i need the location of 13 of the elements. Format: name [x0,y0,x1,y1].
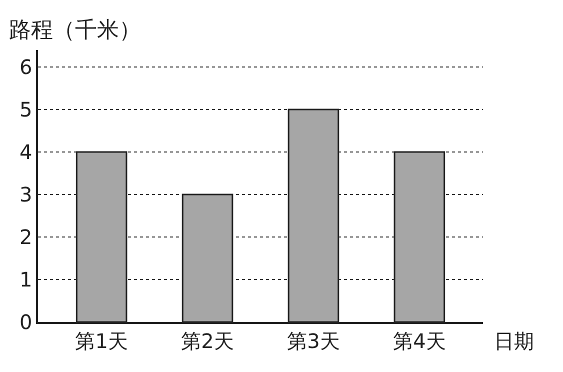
y-tick-label: 2 [20,225,32,249]
x-tick-label: 第4天 [393,328,446,353]
y-axis-title: 路程（千米） [9,18,141,43]
y-tick-label: 0 [20,310,32,334]
y-tick-label: 6 [20,55,32,79]
y-tick-label: 5 [20,98,32,122]
x-axis-title: 日期 [494,329,534,353]
x-tick-label: 第2天 [181,328,234,353]
x-tick-label: 第1天 [75,328,128,353]
x-tick-label: 第3天 [287,328,340,353]
y-tick-label: 3 [20,182,32,206]
y-tick-label: 1 [20,268,32,292]
y-tick-label: 4 [20,140,32,164]
